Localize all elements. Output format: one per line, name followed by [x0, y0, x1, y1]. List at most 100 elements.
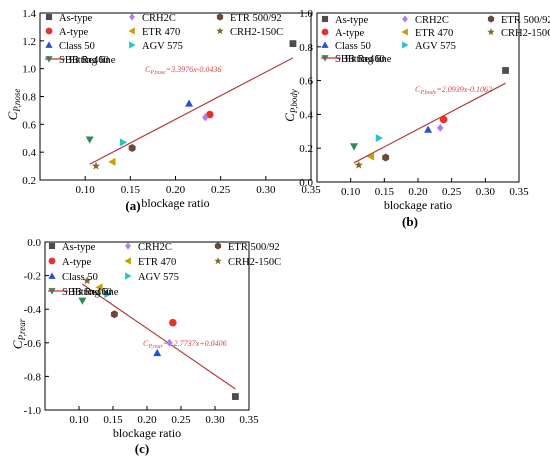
legend-item-crh2-150c: CRH2-150C [487, 28, 550, 39]
legend-label: AGV 575 [138, 272, 179, 283]
y-tick-label: 1.0 [22, 64, 36, 76]
legend-item-a-type: A-type [321, 28, 364, 39]
x-axis-label: blockage ratio [384, 198, 452, 212]
panel-label: (c) [135, 441, 149, 456]
legend-marker-agv-575 [129, 41, 136, 49]
legend-label: ETR 500/92 [501, 15, 550, 26]
legend-label: Class 50 [59, 41, 95, 52]
legend-marker-a-type [321, 28, 329, 36]
data-point-crh2-150c [354, 160, 363, 169]
x-tick-label: 0.35 [509, 186, 529, 198]
legend-item-a-type: A-type [45, 27, 88, 38]
x-tick-label: 0.30 [256, 184, 276, 196]
legend-label: AGV 575 [415, 41, 456, 52]
legend-label: As-type [335, 15, 369, 26]
y-tick-label: 1.0 [299, 8, 313, 20]
data-point-agv-575 [119, 138, 128, 147]
legend-marker-a-type [45, 27, 53, 35]
legend-label: AGV 575 [142, 41, 183, 52]
x-axis-label: blockage ratio [141, 196, 209, 210]
legend-marker-agv-575 [125, 272, 132, 280]
y-tick-label: -0.6 [24, 338, 42, 350]
fit-equation: CP,body=2.0939x-0.1062 [415, 85, 492, 96]
legend-item-etr-470: ETR 470 [401, 28, 453, 39]
legend-label: A-type [335, 28, 364, 39]
legend: As-type A-type Class 50 SBB Re460 CRH2C ETR 4… [45, 13, 283, 66]
data-point-etr-470 [95, 283, 103, 292]
fit-equation: CP,rear=−2.7737x+0.0406 [143, 339, 227, 350]
fitting-line [89, 57, 294, 165]
y-axis-label: CP,body [282, 89, 299, 122]
legend-item-class-50: Class 50 [321, 41, 371, 52]
legend-item-as-type: As-type [45, 13, 93, 24]
x-tick-label: 0.20 [137, 414, 157, 426]
x-tick-label: 0.15 [121, 184, 141, 196]
legend-item-agv-575: AGV 575 [402, 41, 456, 52]
legend-label: SBB Re460 [59, 55, 109, 66]
y-tick-label: -1.0 [24, 405, 42, 417]
plot-frame [39, 12, 312, 181]
legend-label: CRH2C [415, 15, 449, 26]
legend-marker-agv-575 [402, 41, 409, 49]
legend-marker-crh2c [129, 13, 135, 21]
x-tick-label: 0.25 [171, 414, 191, 426]
fitting-line [353, 82, 506, 164]
chart-panel-1: 0.10 0.15 0.20 0.25 0.30 0.35 0.2 0.4 0.6 0.8 1.0 1… [5, 8, 321, 213]
legend-marker-as-type [45, 13, 53, 21]
data-point-crh2-150c [91, 161, 101, 170]
x-axis-label: blockage ratio [113, 426, 181, 440]
legend: As-type A-type Class 50 SBB Re460 CRH2C ETR 4… [48, 242, 281, 298]
legend-label: A-type [62, 257, 91, 268]
data-point-agv-575 [375, 134, 383, 143]
data-point-class-50 [153, 348, 162, 357]
data-point-sbb-re460 [350, 143, 359, 151]
legend-marker-class-50 [48, 272, 56, 279]
legend-item-class-50: Class 50 [45, 41, 95, 52]
legend-item-etr-470: ETR 470 [124, 257, 176, 268]
legend-item-as-type: As-type [321, 15, 369, 26]
y-axis-label: CP,nose [5, 89, 22, 121]
x-tick-label: 0.10 [76, 184, 96, 196]
legend-marker-crh2c [125, 242, 131, 250]
legend-label: CRH2C [138, 242, 172, 253]
x-tick-label: 0.30 [476, 186, 496, 198]
legend-marker-crh2-150c [214, 257, 222, 265]
y-tick-label: 0.6 [299, 76, 313, 88]
legend-label: As-type [62, 242, 96, 253]
y-tick-label: 0.6 [22, 119, 36, 131]
x-tick-label: 0.30 [205, 414, 225, 426]
y-tick-label: 0.0 [299, 177, 313, 189]
x-tick-label: 0.20 [408, 186, 428, 198]
legend-marker-crh2-150c [487, 28, 495, 36]
x-tick-label: 0.35 [301, 184, 321, 196]
legend-label: CRH2-150C [228, 257, 281, 268]
x-tick-label: 0.35 [239, 414, 259, 426]
y-tick-label: 1.4 [22, 8, 36, 20]
data-point-a-type [169, 318, 177, 327]
chart-panel-3: 0.10 0.15 0.20 0.25 0.30 0.35 -1.0 -0.8 -0.6 -0.4… [10, 237, 281, 456]
legend-item-fitting-line: Fitting line [321, 54, 392, 65]
data-point-a-type [439, 115, 448, 124]
y-tick-label: 0.4 [299, 109, 313, 121]
data-point-etr-470 [108, 157, 116, 166]
data-point-as-type [289, 40, 297, 48]
legend: As-type A-type Class 50 SBB Re460 CRH2C ETR 4… [321, 15, 550, 65]
data-point-class-50 [424, 125, 433, 133]
data-point-as-type [232, 393, 239, 400]
legend-label: ETR 470 [142, 27, 180, 38]
legend-marker-etr-500-92 [487, 15, 495, 23]
data-point-a-type [206, 110, 214, 119]
fit-equation: CP,nose=3.3976x-0.0436 [145, 65, 221, 76]
data-point-crh2c [437, 123, 444, 132]
data-point-etr-500-92 [128, 143, 136, 152]
legend-marker-etr-470 [128, 27, 135, 35]
y-tick-label: 0.8 [22, 92, 36, 104]
legend-item-fitting-line: Fitting line [45, 55, 116, 66]
legend-label: Fitting line [345, 54, 392, 65]
legend-item-crh2-150c: CRH2-150C [216, 27, 283, 38]
legend-marker-crh2c [402, 15, 408, 23]
legend-label: SBB Re460 [335, 54, 385, 65]
legend-item-etr-470: ETR 470 [128, 27, 180, 38]
legend-marker-as-type [48, 242, 56, 250]
x-tick-label: 0.15 [103, 414, 123, 426]
